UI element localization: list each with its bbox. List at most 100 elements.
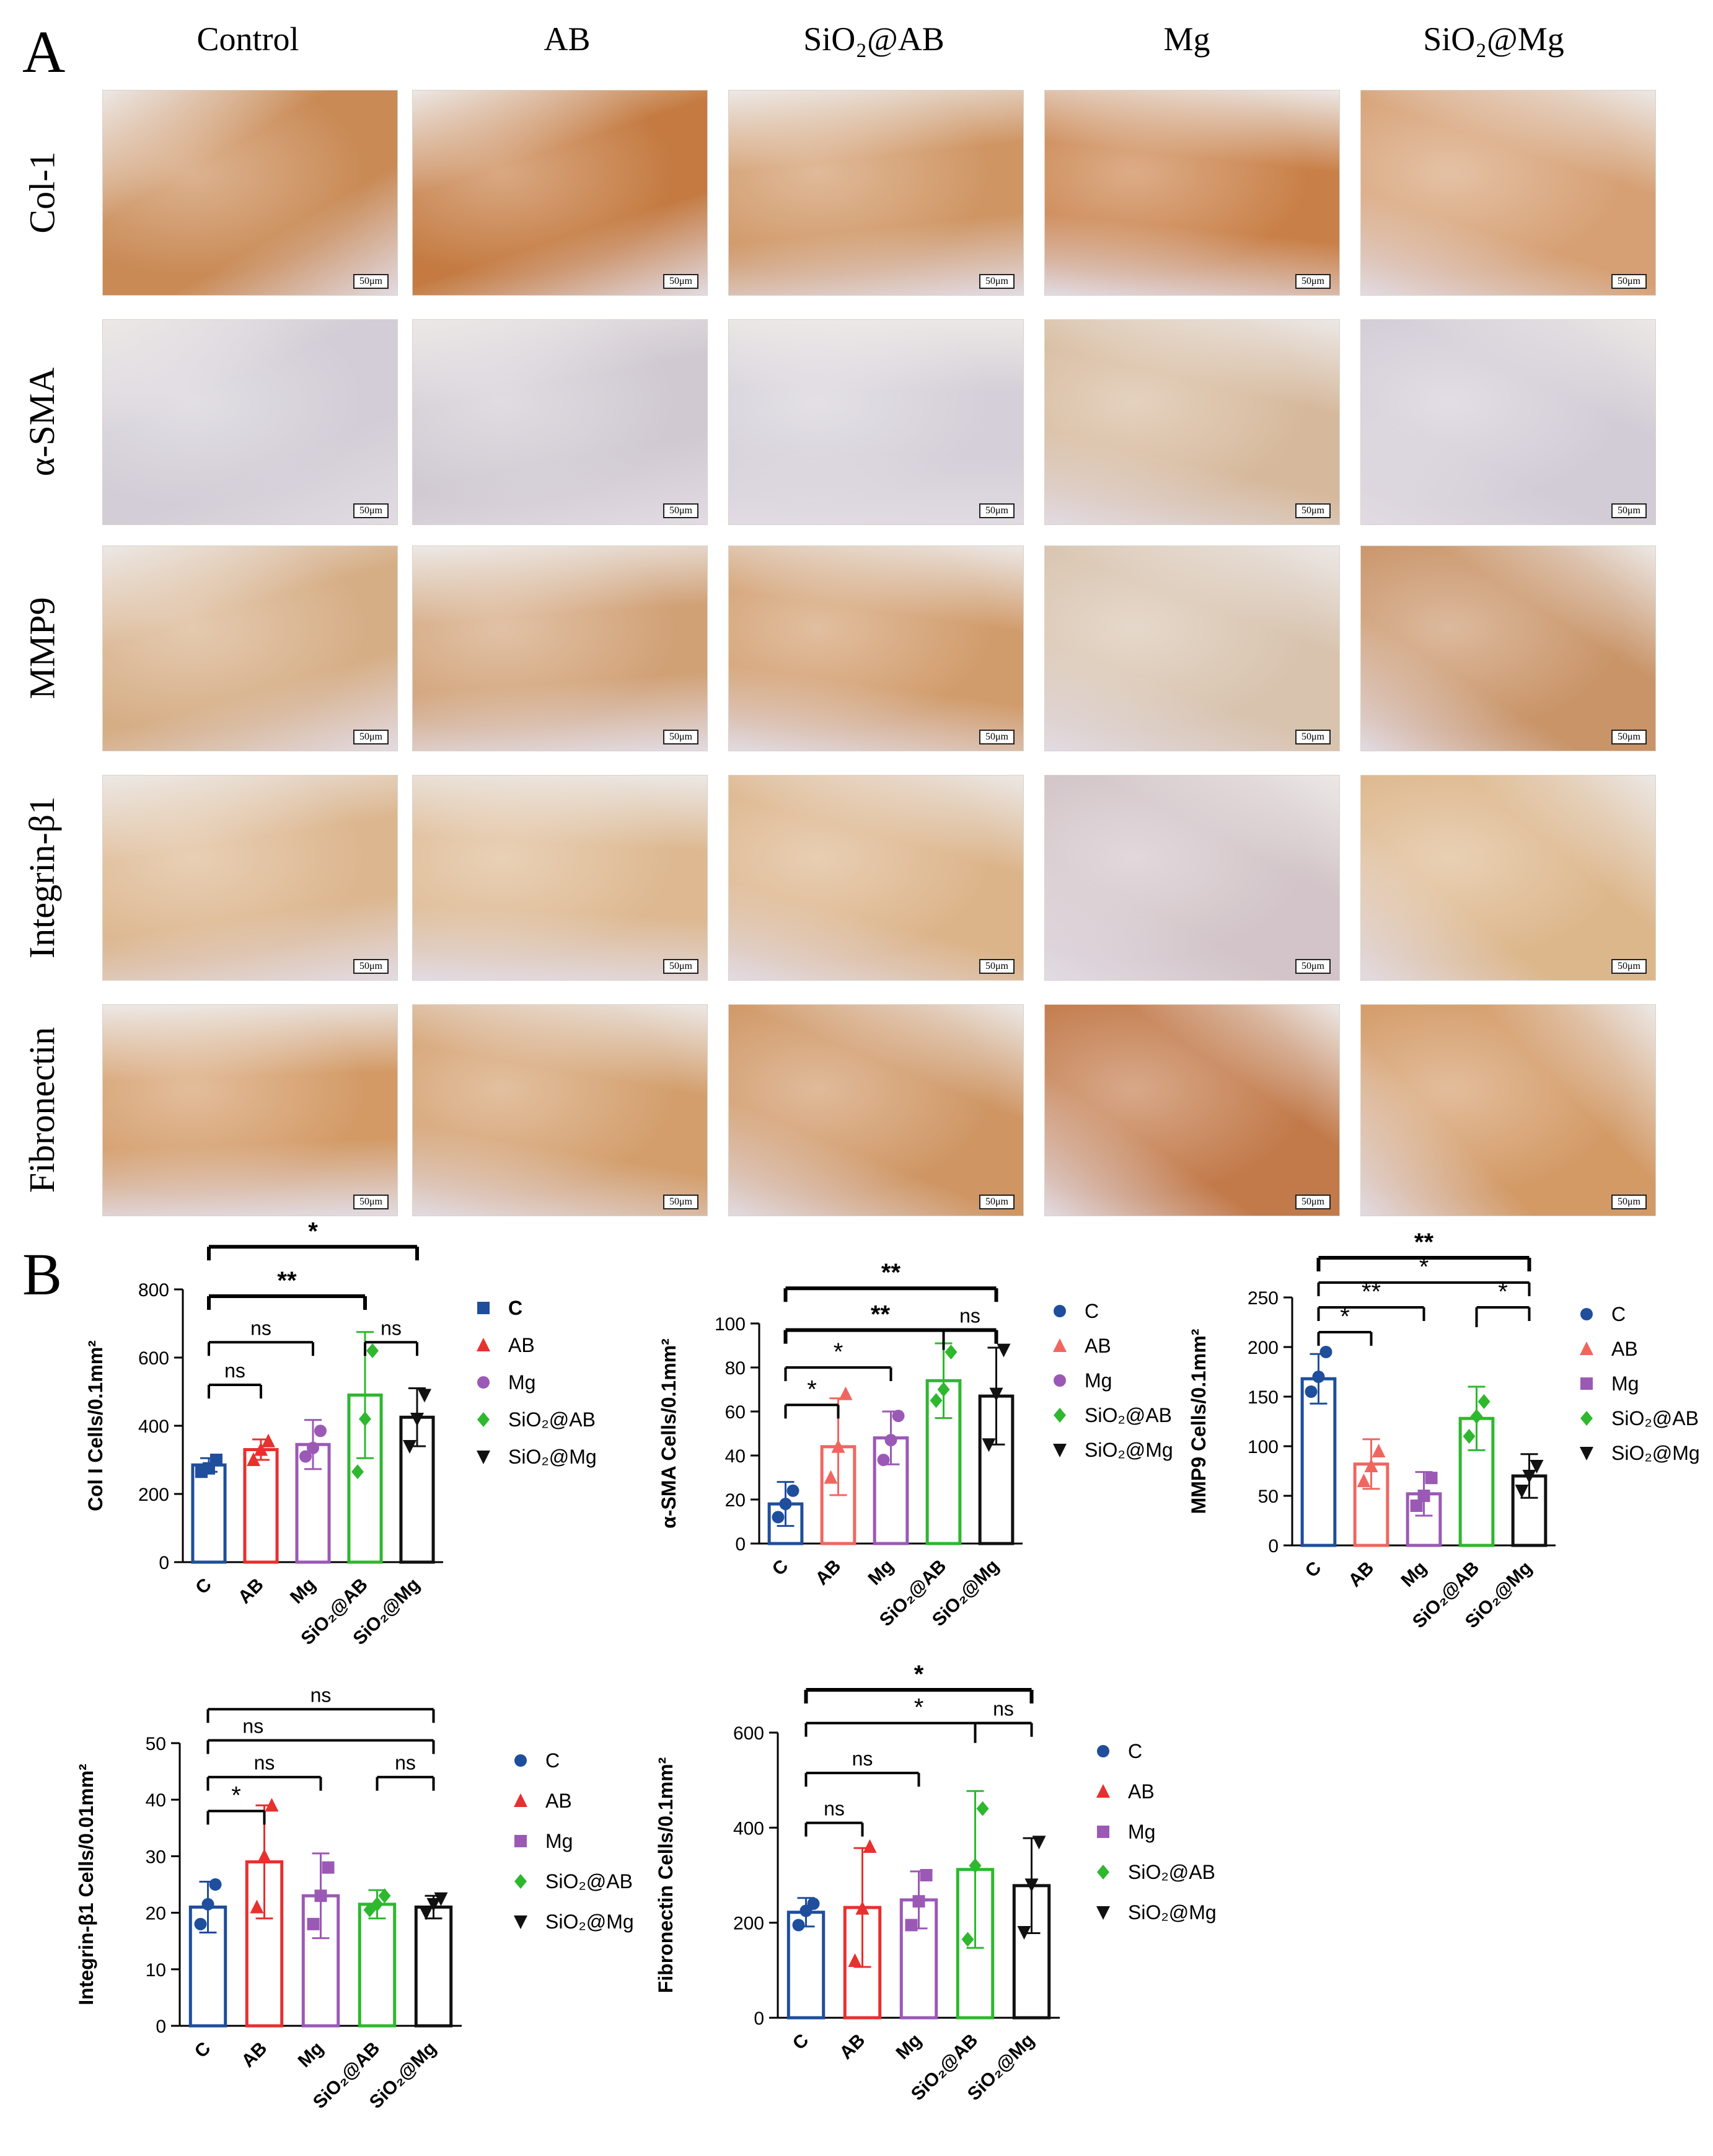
data-point-C [210, 1454, 222, 1466]
x-tick-label-C: C [192, 1575, 216, 1599]
micrograph-MMP9-SiO₂@AB: 50μm [728, 546, 1024, 751]
data-point-SiO₂@Mg [434, 1892, 448, 1906]
data-point-SiO₂@Mg [426, 1898, 441, 1912]
data-point-SiO₂@AB [937, 1382, 950, 1397]
y-tick-label: 0 [159, 1553, 169, 1573]
legend-marker-C [1054, 1305, 1066, 1317]
legend-marker-AB [1580, 1341, 1593, 1355]
scale-bar: 50μm [1295, 1195, 1331, 1209]
y-tick-label: 80 [725, 1358, 746, 1379]
micrograph-Col-1-SiO₂@Mg: 50μm [1360, 90, 1656, 296]
x-tick-label-AB: AB [234, 1575, 268, 1608]
significance-label: ns [395, 1752, 416, 1774]
significance-label: * [914, 1661, 924, 1688]
data-point-SiO₂@Mg [410, 1413, 424, 1426]
data-point-C [1305, 1385, 1318, 1398]
significance-label: ns [224, 1359, 245, 1382]
data-point-C [201, 1898, 214, 1911]
data-point-SiO₂@Mg [418, 1389, 431, 1403]
data-point-C [786, 1484, 799, 1497]
significance-label: ns [242, 1715, 263, 1737]
x-tick-label-Mg: Mg [294, 2038, 327, 2072]
micrograph-Integrin-β1-Mg: 50μm [1044, 775, 1340, 981]
y-tick-label: 200 [733, 1914, 764, 1934]
legend-label-C: C [1085, 1300, 1099, 1322]
y-tick-label: 20 [725, 1490, 746, 1511]
y-tick-label: 100 [1248, 1437, 1279, 1457]
data-point-AB [1364, 1459, 1378, 1472]
chart-4: 0 10 20 30 40 50 Integrin-β1 Cells/0.01mm² C AB M… [75, 1684, 634, 2113]
legend-label-Mg: Mg [1128, 1821, 1155, 1843]
legend-label-SiO₂@Mg: SiO₂@Mg [1128, 1901, 1217, 1924]
legend-marker-SiO₂@AB [477, 1412, 490, 1427]
legend-label-SiO₂@AB: SiO₂@AB [1611, 1407, 1699, 1429]
scale-bar: 50μm [1611, 959, 1647, 974]
x-tick-label-C: C [768, 1556, 793, 1580]
data-point-Mg [322, 1861, 335, 1874]
legend-marker-SiO₂@AB [1097, 1865, 1109, 1880]
legend-marker-SiO₂@Mg [514, 1915, 527, 1929]
data-point-C [1312, 1371, 1325, 1383]
data-point-Mg [1410, 1500, 1423, 1512]
micrograph-MMP9-AB: 50μm [412, 546, 708, 751]
data-point-C [779, 1498, 792, 1511]
scale-bar: 50μm [1295, 730, 1331, 744]
y-tick-label: 200 [138, 1485, 169, 1505]
significance-label: ** [1362, 1278, 1381, 1306]
data-point-SiO₂@Mg [1522, 1470, 1536, 1483]
data-point-AB [831, 1439, 845, 1453]
data-point-Mg [314, 1889, 327, 1902]
data-point-SiO₂@AB [351, 1464, 364, 1480]
data-point-Mg [307, 1917, 320, 1930]
legend-label-SiO₂@AB: SiO₂@AB [508, 1408, 596, 1431]
x-tick-label-AB: AB [835, 2030, 869, 2064]
scale-bar: 50μm [1295, 959, 1331, 974]
legend-label-C: C [1128, 1740, 1142, 1762]
y-tick-label: 600 [733, 1723, 764, 1744]
scale-bar: 50μm [663, 959, 698, 974]
data-point-SiO₂@Mg [982, 1438, 996, 1452]
y-tick-label: 60 [725, 1402, 746, 1423]
legend-label-C: C [1611, 1303, 1626, 1325]
y-tick-label: 50 [1258, 1487, 1279, 1507]
y-tick-label: 0 [754, 2008, 764, 2029]
data-point-AB [824, 1470, 838, 1484]
y-tick-label: 0 [1268, 1536, 1279, 1557]
legend-label-SiO₂@Mg: SiO₂@Mg [1085, 1439, 1173, 1461]
bar-SiO₂@Mg [414, 1905, 453, 2028]
significance-label: ns [250, 1317, 271, 1339]
y-tick-label: 40 [725, 1446, 746, 1467]
x-tick-label-C: C [191, 2038, 215, 2062]
y-tick-label: 0 [735, 1534, 746, 1555]
legend-label-Mg: Mg [1611, 1372, 1639, 1395]
scale-bar: 50μm [1611, 274, 1647, 289]
legend-marker-Mg [1580, 1377, 1593, 1390]
data-point-AB [848, 1953, 862, 1967]
data-point-C [792, 1919, 805, 1932]
micrograph-MMP9-Mg: 50μm [1044, 546, 1340, 751]
significance-label: ns [310, 1684, 332, 1706]
micrograph-Col-1-SiO₂@AB: 50μm [728, 90, 1024, 296]
significance-label: ** [871, 1301, 891, 1328]
legend-label-C: C [545, 1749, 560, 1772]
micrograph-α-SMA-SiO₂@AB: 50μm [728, 319, 1024, 525]
legend-label-Mg: Mg [508, 1371, 535, 1394]
micrograph-Col-1-Control: 50μm [102, 90, 398, 296]
micrograph-Fibronectin-Mg: 50μm [1044, 1004, 1340, 1216]
y-tick-label: 30 [146, 1847, 166, 1867]
legend-label-AB: AB [1128, 1780, 1155, 1803]
data-point-Mg [1425, 1472, 1438, 1485]
y-tick-label: 20 [146, 1904, 166, 1924]
column-header-sio2-mg: SiO₂@Mg [1423, 20, 1564, 58]
significance-label: ** [881, 1259, 901, 1286]
y-tick-label: 200 [1248, 1338, 1279, 1358]
micrograph-α-SMA-Control: 50μm [102, 319, 398, 525]
micrograph-α-SMA-Mg: 50μm [1044, 319, 1340, 525]
legend-marker-AB [477, 1338, 490, 1351]
scale-bar: 50μm [979, 959, 1015, 974]
column-header-control: Control [196, 20, 299, 58]
data-point-AB [262, 1433, 275, 1447]
legend-marker-Mg [514, 1835, 527, 1847]
scale-bar: 50μm [1295, 274, 1331, 289]
significance-label: ** [1414, 1229, 1434, 1256]
